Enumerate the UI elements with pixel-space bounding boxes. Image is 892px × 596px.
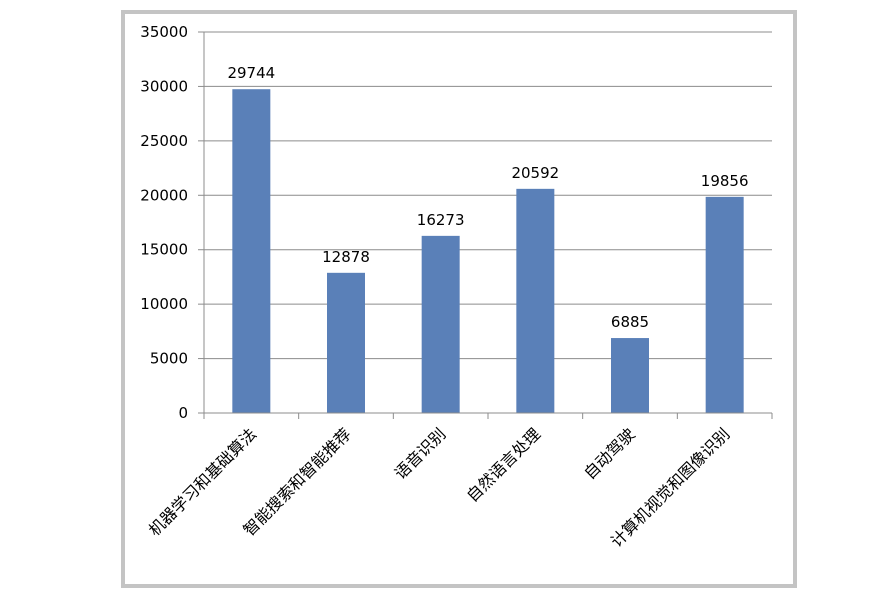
- category-label: 自动驾驶: [580, 424, 639, 483]
- bar: [516, 188, 555, 413]
- y-axis-ticks: 0 5000 10000 15000 20000 25000 30000 35000: [140, 23, 188, 422]
- y-tick-label: 25000: [140, 132, 188, 150]
- category-label: 自然语言处理: [463, 424, 544, 505]
- data-label: 19856: [701, 172, 749, 190]
- data-label: 29744: [227, 64, 275, 82]
- y-tick-label: 15000: [140, 241, 188, 259]
- y-tick-label: 20000: [140, 186, 188, 204]
- y-tick-label: 0: [178, 404, 188, 422]
- data-label: 12878: [322, 248, 370, 266]
- category-label: 语音识别: [391, 424, 450, 483]
- bar: [421, 235, 460, 413]
- y-tick-label: 30000: [140, 77, 188, 95]
- category-label: 智能搜索和智能推荐: [240, 424, 355, 539]
- gridlines: [204, 31, 772, 360]
- bar: [705, 196, 744, 413]
- y-tick-label: 10000: [140, 295, 188, 313]
- axes: [198, 31, 773, 419]
- y-tick-label: 35000: [140, 23, 188, 41]
- y-tick-label: 5000: [150, 350, 188, 368]
- data-label: 6885: [611, 313, 649, 331]
- bar-series: [232, 89, 744, 413]
- bar: [327, 272, 365, 413]
- bar: [611, 338, 649, 413]
- data-label: 16273: [417, 211, 465, 229]
- data-labels: 29744 12878 16273 20592 6885 19856: [227, 64, 748, 331]
- data-label: 20592: [511, 164, 559, 182]
- bar: [232, 89, 271, 413]
